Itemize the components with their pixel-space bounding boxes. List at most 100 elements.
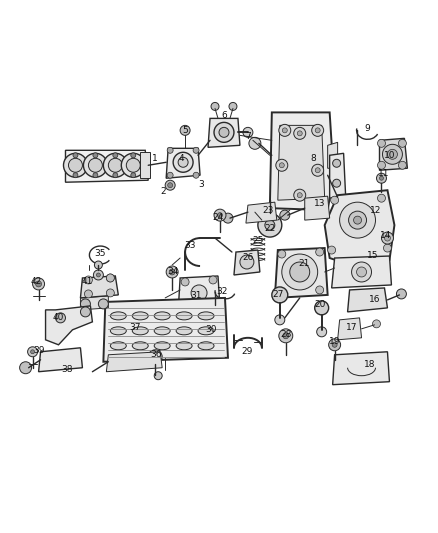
Circle shape (214, 123, 234, 142)
Polygon shape (81, 276, 118, 298)
Text: 18: 18 (364, 360, 375, 369)
Circle shape (121, 154, 145, 177)
Circle shape (93, 153, 98, 158)
Circle shape (178, 157, 188, 167)
Circle shape (28, 347, 38, 357)
Polygon shape (325, 190, 395, 268)
Polygon shape (330, 154, 346, 198)
Circle shape (297, 131, 302, 136)
Ellipse shape (110, 312, 126, 320)
Text: 3: 3 (198, 180, 204, 189)
Circle shape (35, 281, 42, 287)
Text: 7: 7 (245, 132, 251, 141)
Circle shape (378, 139, 385, 147)
Polygon shape (103, 298, 228, 362)
Circle shape (106, 274, 114, 282)
Circle shape (85, 276, 92, 284)
Ellipse shape (176, 327, 192, 335)
Circle shape (180, 125, 190, 135)
Polygon shape (338, 318, 361, 340)
Circle shape (385, 235, 390, 241)
Text: 4: 4 (178, 154, 184, 163)
Circle shape (396, 289, 406, 299)
Circle shape (113, 173, 118, 177)
Circle shape (218, 213, 223, 217)
Circle shape (209, 276, 217, 284)
Circle shape (275, 315, 285, 325)
Circle shape (99, 299, 108, 309)
Polygon shape (278, 125, 325, 200)
Circle shape (388, 149, 397, 159)
Ellipse shape (132, 312, 148, 320)
Circle shape (315, 128, 320, 133)
Circle shape (339, 202, 375, 238)
Text: 10: 10 (384, 151, 395, 160)
Circle shape (314, 301, 328, 315)
Circle shape (73, 153, 78, 158)
Circle shape (108, 158, 122, 172)
Circle shape (352, 262, 371, 282)
Text: 19: 19 (329, 337, 340, 346)
Circle shape (377, 173, 386, 183)
Circle shape (379, 176, 384, 180)
Text: 9: 9 (365, 124, 371, 133)
Circle shape (272, 287, 288, 303)
Text: 21: 21 (298, 259, 309, 268)
Circle shape (294, 189, 306, 201)
Polygon shape (379, 139, 407, 170)
Circle shape (219, 127, 229, 138)
Circle shape (169, 269, 175, 275)
Circle shape (382, 144, 403, 164)
Ellipse shape (154, 342, 170, 350)
Text: 14: 14 (380, 231, 391, 239)
Text: 20: 20 (314, 301, 325, 309)
Polygon shape (246, 202, 277, 223)
Circle shape (209, 300, 217, 308)
Circle shape (312, 124, 324, 136)
Circle shape (249, 138, 261, 149)
Text: 37: 37 (130, 324, 141, 333)
Circle shape (85, 290, 92, 298)
Ellipse shape (132, 342, 148, 350)
Circle shape (229, 102, 237, 110)
Circle shape (131, 153, 136, 158)
Circle shape (278, 250, 286, 258)
Text: 23: 23 (262, 206, 274, 215)
Ellipse shape (198, 327, 214, 335)
Circle shape (328, 246, 336, 254)
Text: 34: 34 (167, 268, 179, 277)
Circle shape (294, 127, 306, 139)
Circle shape (173, 152, 193, 172)
Circle shape (64, 154, 88, 177)
Circle shape (332, 159, 341, 167)
Text: 39: 39 (33, 346, 44, 356)
Ellipse shape (198, 342, 214, 350)
Ellipse shape (154, 312, 170, 320)
Text: 40: 40 (53, 313, 64, 322)
Polygon shape (66, 150, 148, 182)
Circle shape (283, 128, 287, 133)
Text: 36: 36 (150, 350, 162, 359)
Circle shape (106, 289, 114, 297)
Text: 31: 31 (191, 292, 202, 301)
Circle shape (167, 147, 173, 154)
Circle shape (378, 161, 385, 169)
Polygon shape (81, 296, 108, 310)
Circle shape (332, 342, 337, 348)
Circle shape (81, 299, 90, 309)
Polygon shape (39, 348, 82, 372)
Text: 5: 5 (182, 126, 188, 135)
Ellipse shape (176, 312, 192, 320)
Polygon shape (270, 112, 334, 210)
Circle shape (223, 213, 233, 223)
Circle shape (381, 232, 393, 244)
Circle shape (73, 173, 78, 177)
Circle shape (331, 196, 339, 204)
Text: 13: 13 (314, 199, 325, 208)
Text: 1: 1 (152, 154, 158, 163)
Text: 25: 25 (252, 236, 264, 245)
Circle shape (265, 220, 275, 230)
Circle shape (83, 154, 107, 177)
Text: 15: 15 (367, 251, 378, 260)
Circle shape (282, 254, 318, 290)
